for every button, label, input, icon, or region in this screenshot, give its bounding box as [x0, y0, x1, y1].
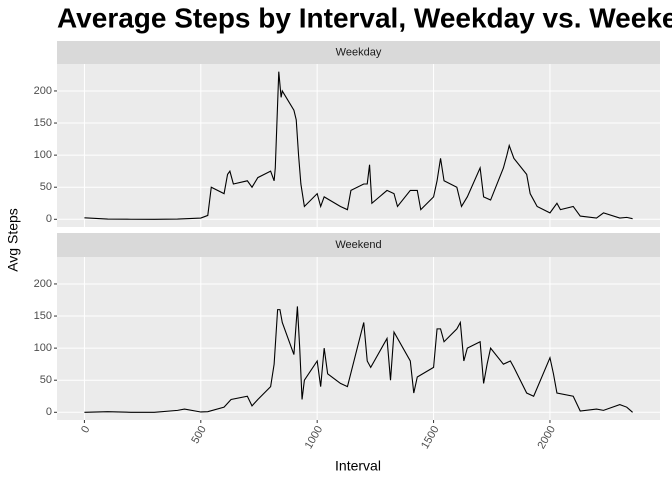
y-tick-label: 50 — [40, 181, 52, 193]
y-axis-label: Avg Steps — [5, 208, 21, 272]
x-tick-label: 1000 — [303, 424, 326, 451]
y-tick-label: 150 — [34, 117, 52, 129]
panel — [57, 64, 660, 227]
y-tick-label: 200 — [34, 278, 52, 290]
line — [84, 306, 633, 413]
y-tick-label: 150 — [34, 310, 52, 322]
y-tick-label: 200 — [34, 85, 52, 97]
x-tick-label: 0 — [79, 424, 92, 435]
line — [84, 71, 633, 220]
facet-label: Weekday — [336, 46, 382, 58]
x-tick-label: 1500 — [419, 424, 442, 451]
x-axis-label: Interval — [335, 458, 381, 474]
y-tick-label: 50 — [40, 374, 52, 386]
facet-label: Weekend — [335, 239, 381, 251]
x-tick-label: 500 — [189, 424, 209, 446]
strip — [57, 41, 660, 64]
y-tick-label: 100 — [34, 149, 52, 161]
y-tick-label: 0 — [46, 406, 52, 418]
chart-title: Average Steps by Interval, Weekday vs. W… — [57, 2, 672, 33]
y-tick-label: 100 — [34, 342, 52, 354]
x-tick-label: 2000 — [535, 424, 558, 451]
y-tick-label: 0 — [46, 213, 52, 225]
strip — [57, 233, 660, 257]
